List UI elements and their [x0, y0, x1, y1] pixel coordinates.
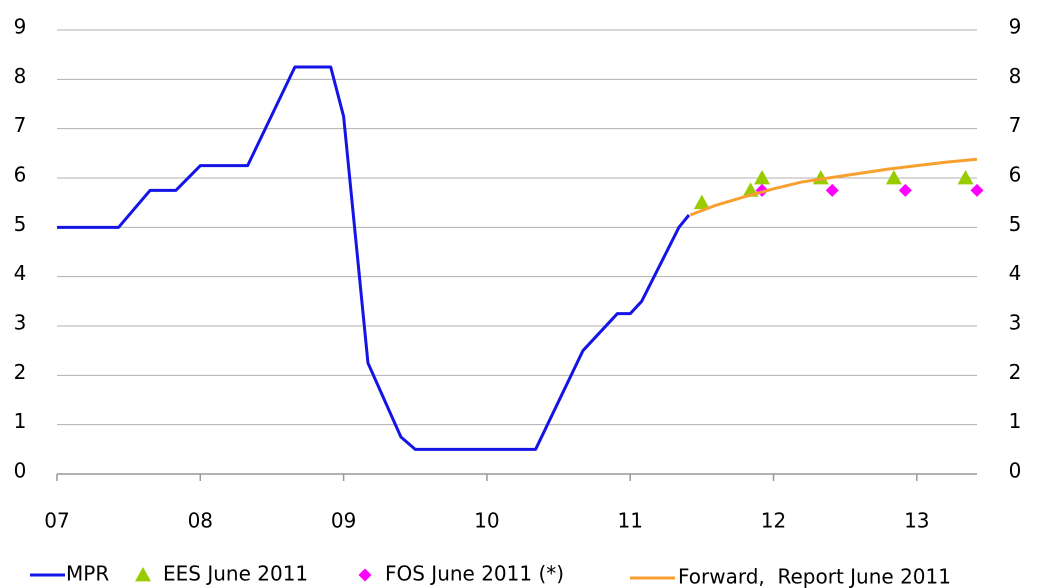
x-tick-label: 07 [44, 509, 69, 533]
x-tick-label: 11 [617, 509, 642, 533]
y2-tick-label: 8 [1009, 64, 1022, 88]
y-tick-label: 7 [14, 113, 27, 137]
diamond-marker [970, 183, 984, 197]
y2-tick-label: 3 [1009, 311, 1022, 335]
y-tick-label: 0 [14, 459, 27, 483]
x-tick-label: 09 [331, 509, 356, 533]
legend-swatch [358, 568, 372, 582]
y-tick-label: 3 [14, 311, 27, 335]
y-tick-label: 8 [14, 64, 27, 88]
x-tick-label: 10 [474, 509, 499, 533]
triangle-marker [754, 170, 771, 185]
x-tick-label: 12 [761, 509, 786, 533]
y-tick-label: 5 [14, 212, 27, 236]
diamond-marker [898, 183, 912, 197]
y-tick-label: 1 [14, 409, 27, 433]
legend-label: Forward, Report June 2011 [678, 565, 951, 588]
y2-tick-label: 6 [1009, 163, 1022, 187]
y-tick-label: 9 [14, 15, 27, 39]
y-tick-label: 6 [14, 163, 27, 187]
y2-tick-label: 4 [1009, 261, 1022, 285]
legend-label: MPR [66, 562, 109, 586]
y-tick-label: 2 [14, 360, 27, 384]
y2-tick-label: 7 [1009, 113, 1022, 137]
triangle-marker [693, 194, 710, 210]
y2-tick-label: 0 [1009, 459, 1022, 483]
legend-label: FOS June 2011 (*) [385, 562, 564, 586]
series-line [57, 65, 691, 451]
y-tick-label: 4 [14, 261, 27, 285]
y2-tick-label: 2 [1009, 360, 1022, 384]
x-tick-label: 08 [188, 509, 213, 533]
legend-label: EES June 2011 [163, 562, 308, 586]
y2-tick-label: 9 [1009, 15, 1022, 39]
x-tick-label: 13 [904, 509, 929, 533]
triangle-marker [885, 170, 902, 185]
triangle-marker [957, 170, 974, 185]
diamond-marker [825, 183, 839, 197]
legend-swatch [135, 567, 151, 582]
y2-tick-label: 1 [1009, 409, 1022, 433]
series-line [689, 157, 978, 217]
y2-tick-label: 5 [1009, 212, 1022, 236]
